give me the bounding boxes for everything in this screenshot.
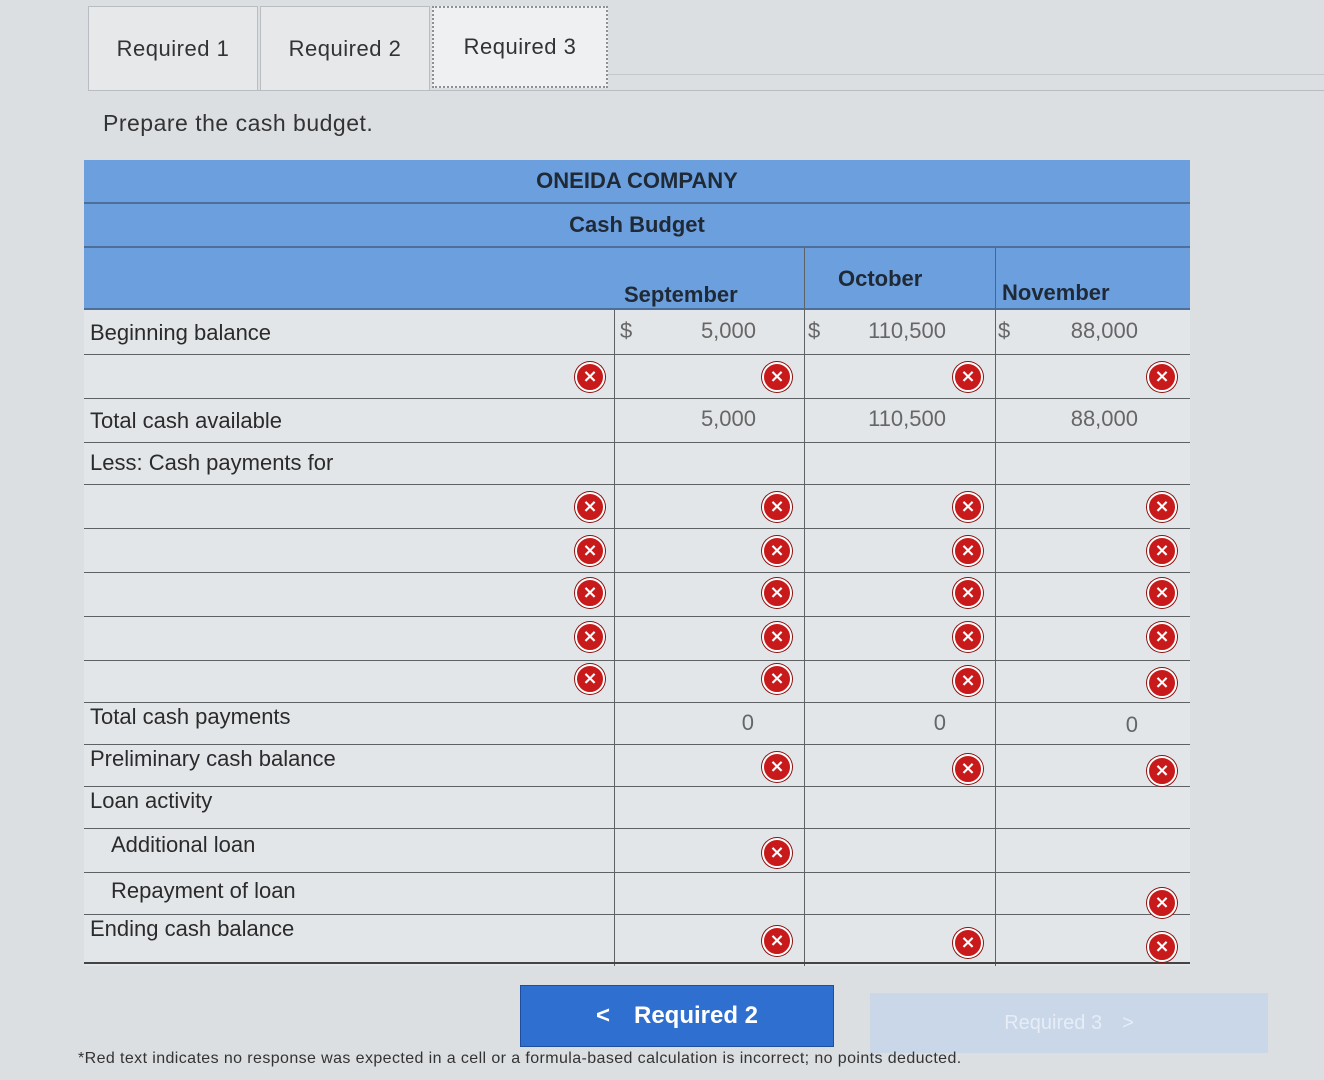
tab-label: Required 2 [288,36,402,61]
amount-input-october[interactable]: 110,500 [868,318,946,343]
x-circle-icon: × [1147,932,1177,962]
x-circle-icon: × [953,578,983,608]
previous-button-label: Required 2 [633,1002,759,1029]
row-total-cash-available: Total cash available 5,000 110,500 88,00… [84,400,1190,443]
x-circle-icon: × [575,536,605,566]
amount-input-september[interactable]: 5,000 [700,318,756,343]
tab-label: Required 3 [463,34,577,59]
x-circle-icon: × [762,536,792,566]
row-payment-item[interactable]: × × × × [84,486,1190,529]
x-circle-icon: × [762,838,792,868]
amount-october: 0 [933,710,946,735]
row-label: Loan activity [90,788,213,813]
row-payment-item[interactable]: × × × × [84,574,1190,617]
x-circle-icon: × [953,622,983,652]
x-circle-icon: × [1147,362,1177,392]
x-circle-icon: × [953,492,983,522]
row-payment-item[interactable]: × × × × [84,618,1190,661]
x-circle-icon: × [762,926,792,956]
column-divider [995,248,996,966]
row-less-cash-payments: Less: Cash payments for [84,444,1190,485]
tab-label: Required 1 [116,36,230,61]
row-cash-receipts[interactable]: × × × × [84,356,1190,399]
x-circle-icon: × [575,492,605,522]
next-button-label: Required 3 [1004,1011,1103,1034]
row-preliminary-cash-balance: Preliminary cash balance × × × [84,746,1190,787]
instruction-text: Prepare the cash budget. [103,110,374,136]
tab-required-1[interactable]: Required 1 [88,6,258,91]
row-label: Less: Cash payments for [90,450,334,475]
tab-divider-right [608,74,1324,75]
currency-symbol: $ [808,318,821,343]
amount-input-november[interactable]: 88,000 [1070,318,1138,343]
next-required-button[interactable]: Required 3 > [870,993,1268,1053]
chevron-right-icon: > [1122,1011,1134,1034]
x-circle-icon: × [762,362,792,392]
previous-required-button[interactable]: < Required 2 [520,985,834,1047]
x-circle-icon: × [953,666,983,696]
tab-required-3[interactable]: Required 3 [432,6,608,88]
budget-title: Cash Budget [84,204,1190,248]
amount-september: 5,000 [700,406,756,431]
tab-bar: Required 1 Required 2 Required 3 [88,6,608,92]
footnote-text: *Red text indicates no response was expe… [78,1050,962,1067]
row-label: Beginning balance [90,320,272,345]
x-circle-icon: × [1147,756,1177,786]
x-circle-icon: × [953,536,983,566]
x-circle-icon: × [762,752,792,782]
row-label: Additional loan [111,832,256,857]
row-payment-item[interactable]: × × × × [84,530,1190,573]
x-circle-icon: × [1147,888,1177,918]
month-september: September [624,282,738,307]
x-circle-icon: × [575,362,605,392]
column-divider [614,310,615,966]
month-october: October [838,266,923,291]
x-circle-icon: × [575,622,605,652]
cash-budget-table: ONEIDA COMPANY Cash Budget September Oct… [84,160,1190,966]
x-circle-icon: × [953,928,983,958]
company-name: ONEIDA COMPANY [84,160,1190,204]
x-circle-icon: × [762,492,792,522]
row-repayment-of-loan: Repayment of loan × [84,874,1190,918]
chevron-left-icon: < [595,1002,610,1029]
x-circle-icon: × [575,578,605,608]
month-header-row: September October November [84,248,1190,310]
month-november: November [1002,280,1110,305]
row-additional-loan: Additional loan × [84,830,1190,873]
row-loan-activity: Loan activity [84,788,1190,829]
x-circle-icon: × [1147,536,1177,566]
row-label: Preliminary cash balance [90,746,336,771]
amount-october: 110,500 [868,406,946,431]
tab-required-2[interactable]: Required 2 [260,6,430,91]
row-label: Total cash payments [90,704,291,729]
x-circle-icon: × [1147,622,1177,652]
amount-november: 88,000 [1070,406,1138,431]
x-circle-icon: × [1147,578,1177,608]
x-circle-icon: × [1147,492,1177,522]
row-label: Repayment of loan [111,878,296,903]
x-circle-icon: × [575,664,605,694]
x-circle-icon: × [762,578,792,608]
x-circle-icon: × [953,362,983,392]
row-ending-cash-balance: Ending cash balance × × × [84,916,1190,964]
row-beginning-balance: Beginning balance $ 5,000 $ 110,500 $ 88… [84,310,1190,355]
amount-november: 0 [1125,712,1138,737]
row-total-cash-payments: Total cash payments 0 0 0 [84,704,1190,745]
amount-september: 0 [741,710,754,735]
row-label: Ending cash balance [90,916,295,941]
tab-divider [88,90,1324,91]
currency-symbol: $ [998,318,1011,343]
column-divider [804,248,805,966]
x-circle-icon: × [762,664,792,694]
x-circle-icon: × [1147,668,1177,698]
x-circle-icon: × [953,754,983,784]
x-circle-icon: × [762,622,792,652]
currency-symbol: $ [620,318,633,343]
row-payment-item[interactable]: × × × × [84,662,1190,703]
row-label: Total cash available [90,408,283,433]
